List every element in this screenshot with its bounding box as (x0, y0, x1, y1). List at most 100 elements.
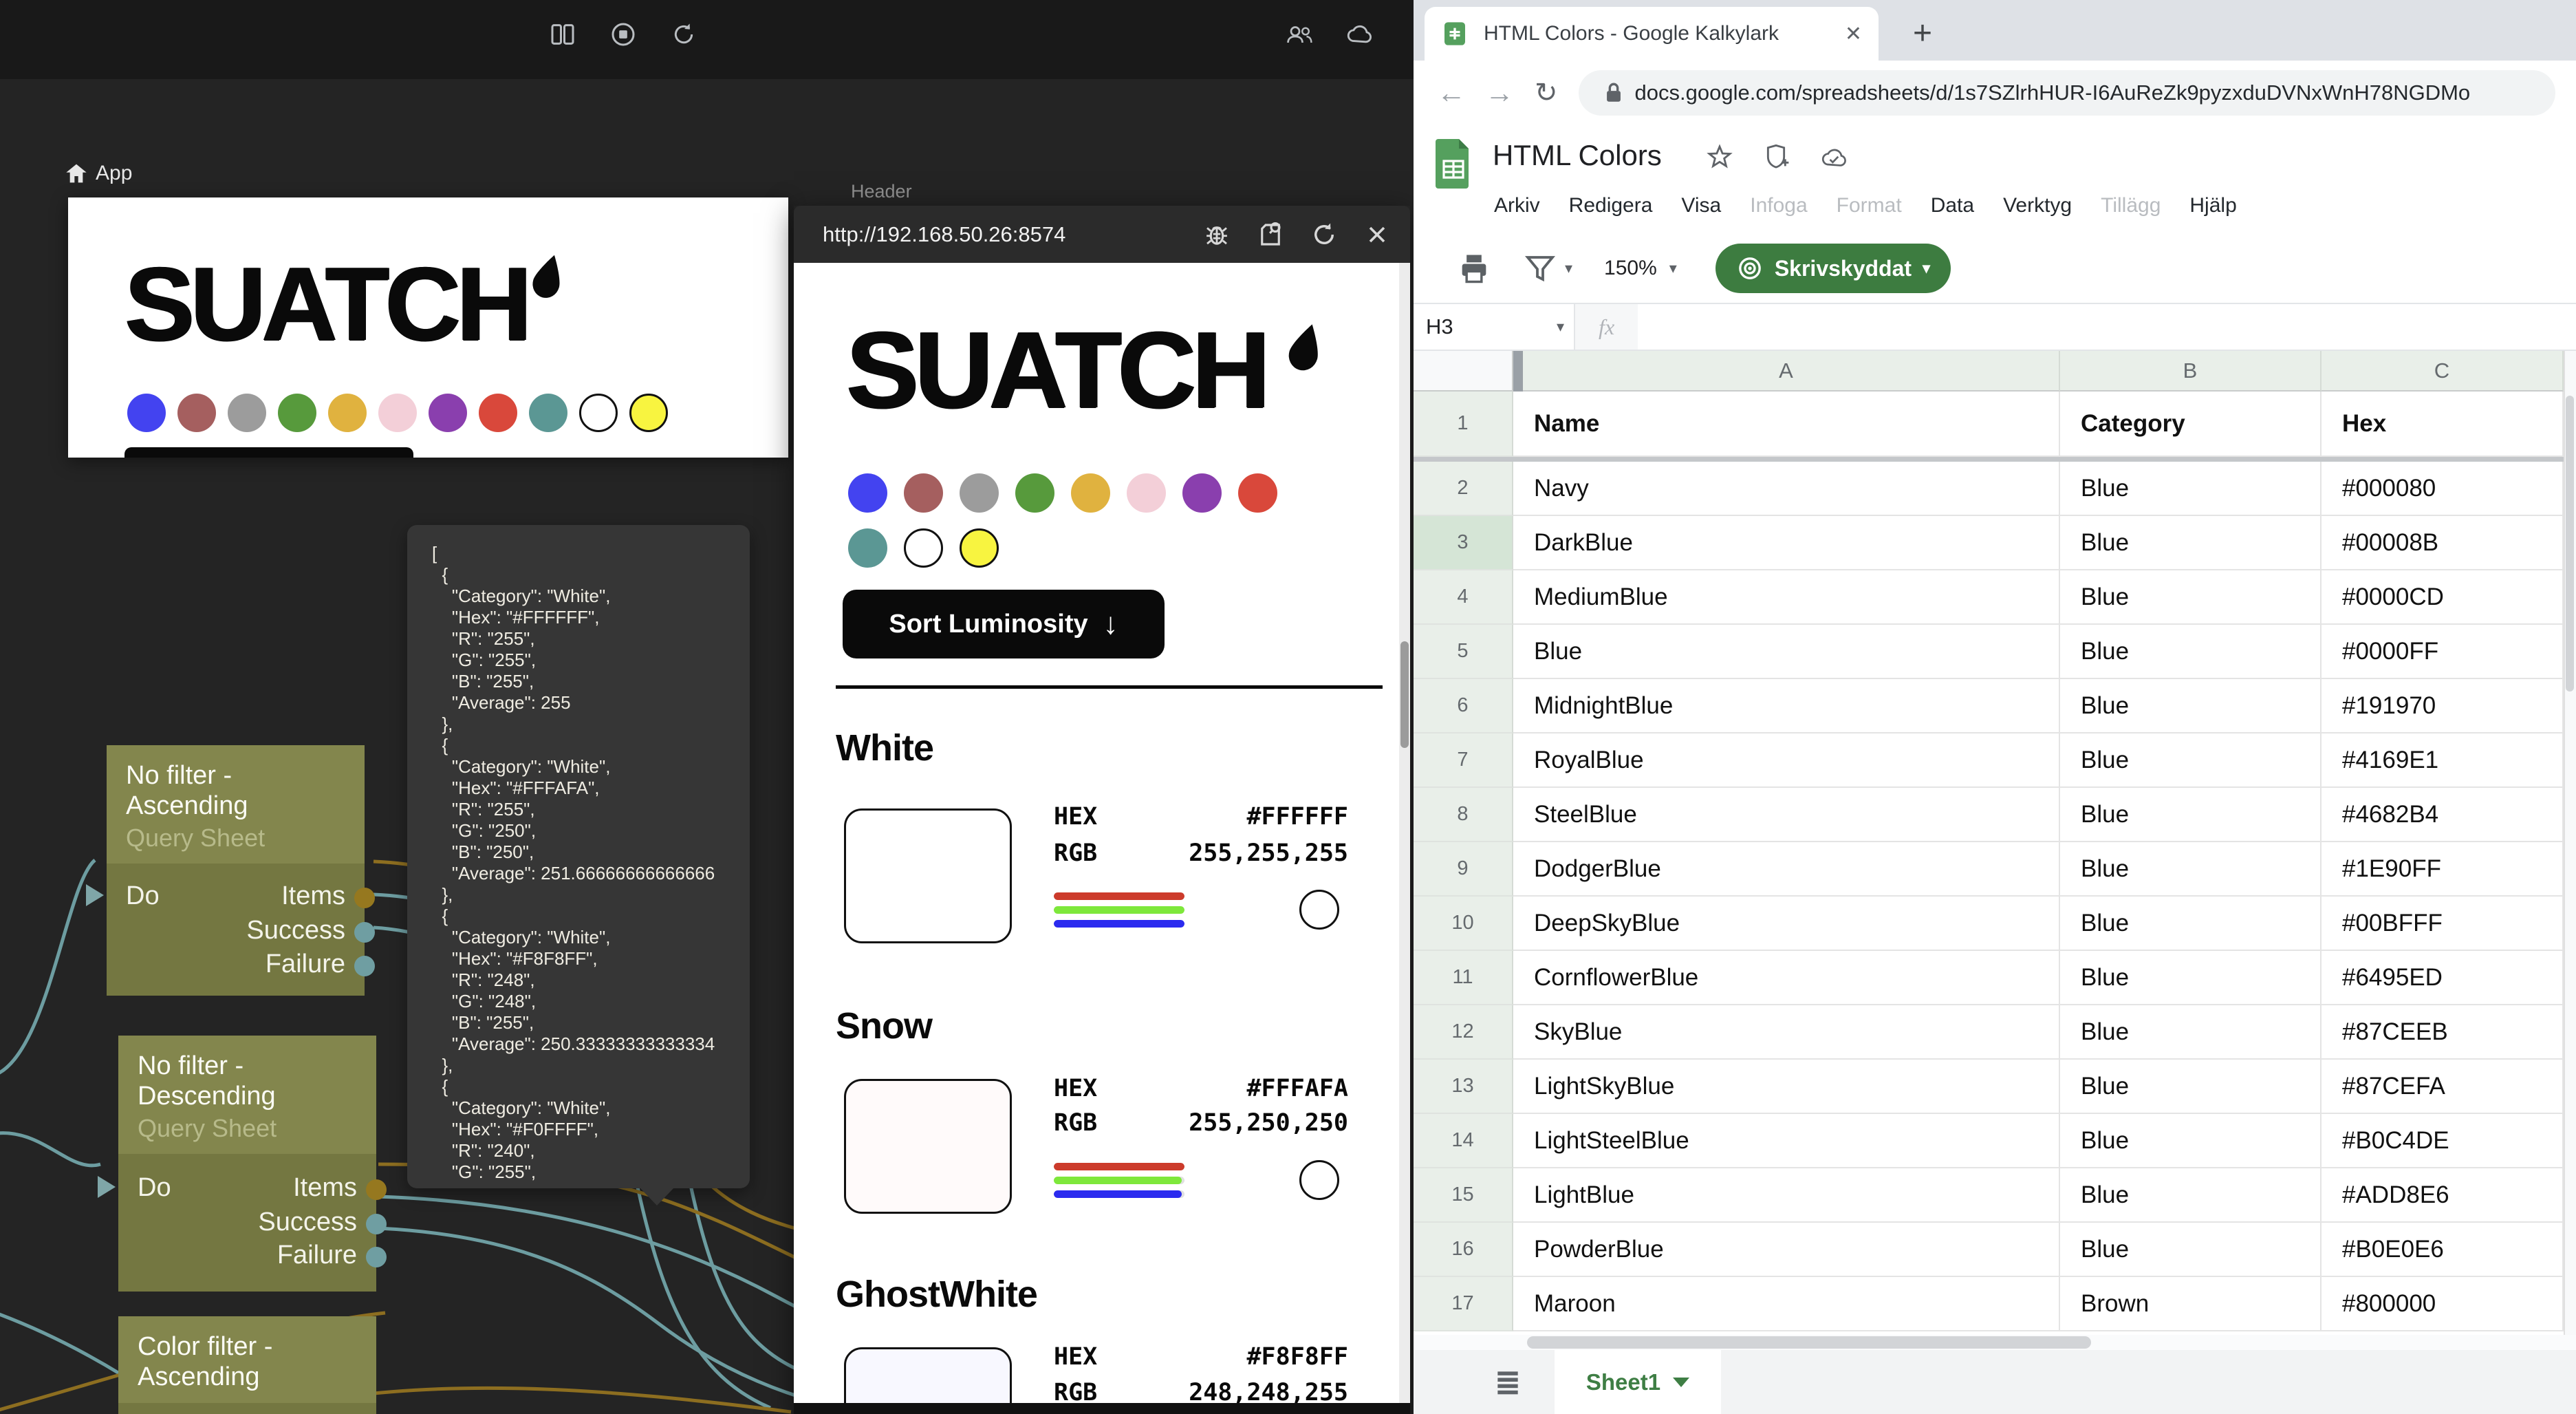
cell[interactable]: SkyBlue (1513, 1005, 2060, 1060)
shield-move-icon[interactable] (1762, 143, 1790, 171)
horizontal-scrollbar[interactable] (1414, 1335, 2576, 1350)
name-box[interactable]: H3 (1426, 314, 1453, 339)
menu-visa[interactable]: Visa (1681, 194, 1722, 217)
row-number[interactable]: 10 (1414, 897, 1513, 951)
preview-window-header[interactable]: http://192.168.50.26:8574 (794, 206, 1410, 263)
row-number[interactable]: 9 (1414, 842, 1513, 897)
row-number[interactable]: 2 (1414, 462, 1513, 516)
cell[interactable]: Name (1513, 392, 2060, 457)
cell[interactable]: #0000CD (2321, 570, 2564, 625)
split-view-icon[interactable] (549, 21, 576, 48)
row-number[interactable]: 13 (1414, 1060, 1513, 1114)
swatch-gray[interactable] (960, 473, 999, 513)
menu-format[interactable]: Format (1836, 194, 1902, 217)
row-number[interactable]: 5 (1414, 625, 1513, 679)
cell[interactable]: #1E90FF (2321, 842, 2564, 897)
row-number[interactable]: 8 (1414, 788, 1513, 842)
cell[interactable]: #00BFFF (2321, 897, 2564, 951)
row-number[interactable]: 11 (1414, 951, 1513, 1005)
swatch-green[interactable] (278, 394, 316, 432)
star-icon[interactable] (1706, 143, 1733, 171)
cell[interactable]: DodgerBlue (1513, 842, 2060, 897)
input-arrow-icon[interactable] (98, 1176, 116, 1198)
cell[interactable]: Blue (2060, 733, 2321, 788)
cell[interactable]: Blue (2060, 462, 2321, 516)
swatch-yellow[interactable] (629, 394, 668, 432)
swatch-gray[interactable] (228, 394, 266, 432)
success-port-dot[interactable] (354, 922, 375, 943)
cell[interactable]: LightSteelBlue (1513, 1114, 2060, 1168)
cell[interactable]: #00008B (2321, 516, 2564, 570)
cell[interactable]: LightBlue (1513, 1168, 2060, 1223)
cell[interactable]: Blue (2060, 1114, 2321, 1168)
cell[interactable]: Blue (2060, 951, 2321, 1005)
cell[interactable]: Blue (2060, 842, 2321, 897)
refresh-icon[interactable] (1310, 220, 1339, 249)
sort-luminosity-button[interactable]: Sort Luminosity ↓ (843, 590, 1165, 658)
cell[interactable]: MediumBlue (1513, 570, 2060, 625)
select-all-corner[interactable] (1414, 351, 1513, 392)
column-header-b[interactable]: B (2060, 351, 2321, 392)
cell[interactable]: #ADD8E6 (2321, 1168, 2564, 1223)
swatch-pink[interactable] (1127, 473, 1166, 513)
port-success[interactable]: Success (258, 1208, 357, 1236)
people-icon[interactable] (1285, 21, 1314, 48)
menu-infoga[interactable]: Infoga (1750, 194, 1808, 217)
freeze-handle[interactable] (1513, 351, 1523, 392)
cell[interactable]: DeepSkyBlue (1513, 897, 2060, 951)
cell[interactable]: Category (2060, 392, 2321, 457)
preview-url[interactable]: http://192.168.50.26:8574 (823, 222, 1066, 246)
cell[interactable]: #4169E1 (2321, 733, 2564, 788)
swatch-brown[interactable] (177, 394, 216, 432)
cell[interactable]: Maroon (1513, 1277, 2060, 1331)
cell[interactable]: #B0C4DE (2321, 1114, 2564, 1168)
cell[interactable]: #87CEEB (2321, 1005, 2564, 1060)
swatch-blue[interactable] (848, 473, 887, 513)
cell[interactable]: Blue (2060, 516, 2321, 570)
menu-verktyg[interactable]: Verktyg (2003, 194, 2072, 217)
failure-port-dot[interactable] (354, 956, 375, 976)
breadcrumb[interactable]: App (65, 162, 132, 185)
cell[interactable]: #B0E0E6 (2321, 1223, 2564, 1277)
port-failure[interactable]: Failure (265, 950, 345, 978)
row-number[interactable]: 6 (1414, 679, 1513, 733)
row-number[interactable]: 7 (1414, 733, 1513, 788)
cell[interactable]: Blue (2060, 788, 2321, 842)
address-bar[interactable]: docs.google.com/spreadsheets/d/1s7SZlrhH… (1578, 70, 2555, 116)
cell[interactable]: Blue (2060, 1005, 2321, 1060)
cell[interactable]: LightSkyBlue (1513, 1060, 2060, 1114)
zoom-select[interactable]: 150% ▾ (1604, 257, 1677, 280)
column-header-c[interactable]: C (2321, 351, 2564, 392)
scrollbar-thumb[interactable] (1527, 1336, 2091, 1349)
cell[interactable]: Blue (2060, 570, 2321, 625)
swatch-red[interactable] (479, 394, 517, 432)
swatch-yellow[interactable] (960, 528, 999, 568)
node-color-filter-ascending[interactable]: Color filter - Ascending (118, 1316, 376, 1414)
node-no-filter-ascending[interactable]: No filter - Ascending Query Sheet Do Ite… (86, 745, 375, 996)
cell[interactable]: Brown (2060, 1277, 2321, 1331)
cell[interactable]: PowderBlue (1513, 1223, 2060, 1277)
document-title[interactable]: HTML Colors (1493, 139, 1662, 171)
port-success[interactable]: Success (246, 916, 345, 945)
cell[interactable]: #000080 (2321, 462, 2564, 516)
port-do[interactable]: Do (126, 881, 160, 910)
readonly-badge[interactable]: Skrivskyddat ▾ (1715, 244, 1951, 293)
reload-button[interactable]: ↻ (1535, 78, 1558, 108)
swatch-purple[interactable] (429, 394, 467, 432)
swatch-cyan[interactable] (848, 528, 887, 568)
success-port-dot[interactable] (366, 1214, 387, 1234)
row-number[interactable]: 17 (1414, 1277, 1513, 1331)
cell[interactable]: Blue (2060, 679, 2321, 733)
filter-caret-icon[interactable]: ▾ (1565, 259, 1573, 277)
forward-button[interactable]: → (1485, 76, 1514, 109)
cell[interactable]: Navy (1513, 462, 2060, 516)
cell[interactable]: Blue (2060, 625, 2321, 679)
cell[interactable]: #6495ED (2321, 951, 2564, 1005)
port-failure[interactable]: Failure (277, 1241, 357, 1270)
menu-arkiv[interactable]: Arkiv (1494, 194, 1540, 217)
back-button[interactable]: ← (1437, 76, 1466, 109)
swatch-purple[interactable] (1182, 473, 1222, 513)
swatch-brown[interactable] (904, 473, 943, 513)
menu-tillagg[interactable]: Tillägg (2101, 194, 2161, 217)
swatch-orange[interactable] (1071, 473, 1110, 513)
